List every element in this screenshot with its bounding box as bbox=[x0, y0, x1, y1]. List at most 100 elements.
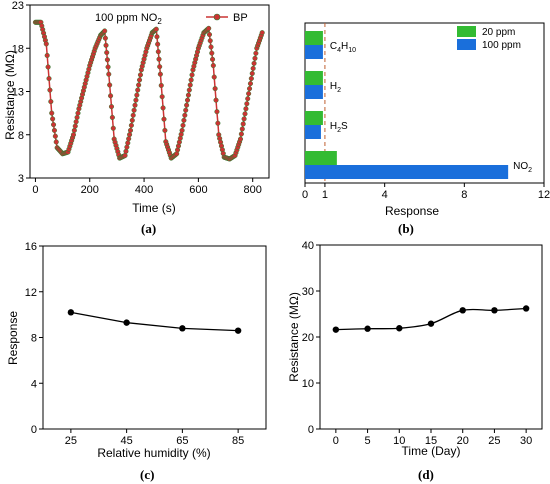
bar-H2S-20ppm bbox=[305, 111, 323, 125]
data-point bbox=[53, 139, 59, 145]
panel-a-ylabel: Resistance (MΩ) bbox=[3, 50, 17, 140]
data-point bbox=[128, 122, 134, 128]
data-point bbox=[44, 52, 50, 59]
data-point bbox=[46, 75, 52, 82]
data-point bbox=[130, 112, 136, 118]
panel-b: 0 1 4 8 12 C4H10 H2 H2S NO2 20 ppm 100 ppm Resp… bbox=[302, 22, 550, 236]
d-xtick-label: 0 bbox=[333, 435, 339, 447]
data-point bbox=[252, 55, 258, 61]
panel-a-xlabel: Time (s) bbox=[132, 201, 176, 215]
c-ytick-label: 0 bbox=[31, 424, 37, 436]
data-point bbox=[52, 133, 58, 139]
data-point bbox=[104, 57, 110, 63]
data-point bbox=[396, 325, 403, 332]
data-point bbox=[234, 327, 242, 334]
data-point bbox=[248, 75, 254, 82]
c-ytick-label: 12 bbox=[25, 287, 37, 299]
data-point bbox=[522, 305, 530, 312]
data-point bbox=[74, 114, 80, 120]
series-line bbox=[70, 311, 239, 332]
data-point bbox=[72, 123, 78, 129]
data-point bbox=[109, 114, 115, 120]
data-point bbox=[180, 122, 186, 128]
data-point bbox=[132, 102, 138, 108]
data-point bbox=[71, 127, 77, 133]
data-point bbox=[241, 116, 247, 122]
panel-d: 0 5 10 15 20 25 30 0 10 20 30 40 Time (Day) Resist… bbox=[287, 240, 543, 482]
c-xtick-label: 65 bbox=[176, 435, 188, 447]
data-point bbox=[105, 64, 111, 70]
data-point bbox=[47, 87, 53, 93]
data-point bbox=[136, 82, 142, 88]
a-xtick-label: 200 bbox=[81, 184, 99, 196]
data-point bbox=[332, 326, 340, 333]
c-ytick-label: 8 bbox=[31, 333, 37, 345]
data-point bbox=[156, 56, 162, 62]
data-point bbox=[179, 127, 185, 133]
panel-b-legend: 20 ppm 100 ppm bbox=[457, 26, 521, 51]
data-point bbox=[240, 121, 246, 127]
a-ytick-label: 13 bbox=[12, 87, 24, 99]
data-point bbox=[49, 110, 55, 116]
data-point bbox=[67, 309, 75, 316]
data-point bbox=[48, 99, 54, 105]
data-point bbox=[103, 42, 109, 48]
data-point bbox=[125, 140, 131, 146]
data-point bbox=[208, 44, 214, 50]
d-ytick-label: 0 bbox=[308, 424, 314, 436]
legend-label-100ppm: 100 ppm bbox=[482, 40, 521, 51]
panel-d-label: (d) bbox=[418, 467, 434, 482]
data-point bbox=[127, 132, 133, 138]
data-point bbox=[136, 77, 143, 83]
data-point bbox=[253, 50, 259, 56]
b-xtick-label: 4 bbox=[382, 189, 388, 201]
data-point bbox=[158, 82, 164, 88]
data-point bbox=[122, 152, 128, 159]
panel-c-label: (c) bbox=[140, 467, 154, 482]
data-point bbox=[137, 72, 143, 78]
data-point bbox=[237, 136, 244, 142]
data-point bbox=[207, 38, 213, 44]
panel-b-label: (b) bbox=[398, 221, 414, 236]
panel-a-annotation: 100 ppm NO2 bbox=[95, 12, 162, 26]
data-point bbox=[211, 74, 217, 80]
data-point bbox=[131, 107, 137, 113]
d-xtick-label: 30 bbox=[520, 435, 532, 447]
bar-H2S-100ppm bbox=[305, 125, 321, 139]
data-point bbox=[186, 87, 192, 93]
b-xtick-label: 8 bbox=[461, 189, 467, 201]
data-point bbox=[129, 117, 135, 123]
panel-c-xlabel: Relative humidity (%) bbox=[97, 446, 210, 460]
legend-marker bbox=[213, 13, 221, 21]
panel-a-legend: BP bbox=[206, 12, 248, 24]
data-point bbox=[51, 127, 57, 133]
data-point bbox=[123, 148, 129, 154]
d-xtick-label: 5 bbox=[365, 435, 371, 447]
c-xtick-label: 85 bbox=[232, 435, 244, 447]
data-point bbox=[102, 28, 108, 34]
panel-d-ylabel: Resistance (MΩ) bbox=[287, 292, 301, 382]
data-point bbox=[108, 104, 115, 110]
bar-NO2-20ppm bbox=[305, 151, 337, 165]
panel-a: 0 200 400 600 800 3 8 13 18 23 100 ppm NO2 BP Ti… bbox=[3, 0, 270, 236]
data-point bbox=[259, 30, 265, 36]
data-point bbox=[106, 71, 112, 77]
data-point bbox=[187, 82, 193, 88]
legend-label-20ppm: 20 ppm bbox=[482, 27, 515, 38]
data-point bbox=[50, 116, 56, 122]
a-xtick-label: 0 bbox=[32, 184, 38, 196]
legend-label: BP bbox=[233, 12, 248, 24]
data-point bbox=[182, 112, 188, 118]
bar-NO2-100ppm bbox=[305, 165, 509, 179]
data-point bbox=[102, 35, 108, 41]
data-point bbox=[134, 92, 140, 98]
legend-swatch-100ppm bbox=[457, 39, 476, 50]
d-xtick-label: 10 bbox=[393, 435, 405, 447]
data-point bbox=[213, 97, 219, 103]
data-point bbox=[427, 320, 435, 327]
data-point bbox=[242, 111, 248, 117]
d-ytick-label: 30 bbox=[302, 286, 314, 298]
data-point bbox=[250, 65, 256, 71]
data-point bbox=[215, 120, 221, 126]
